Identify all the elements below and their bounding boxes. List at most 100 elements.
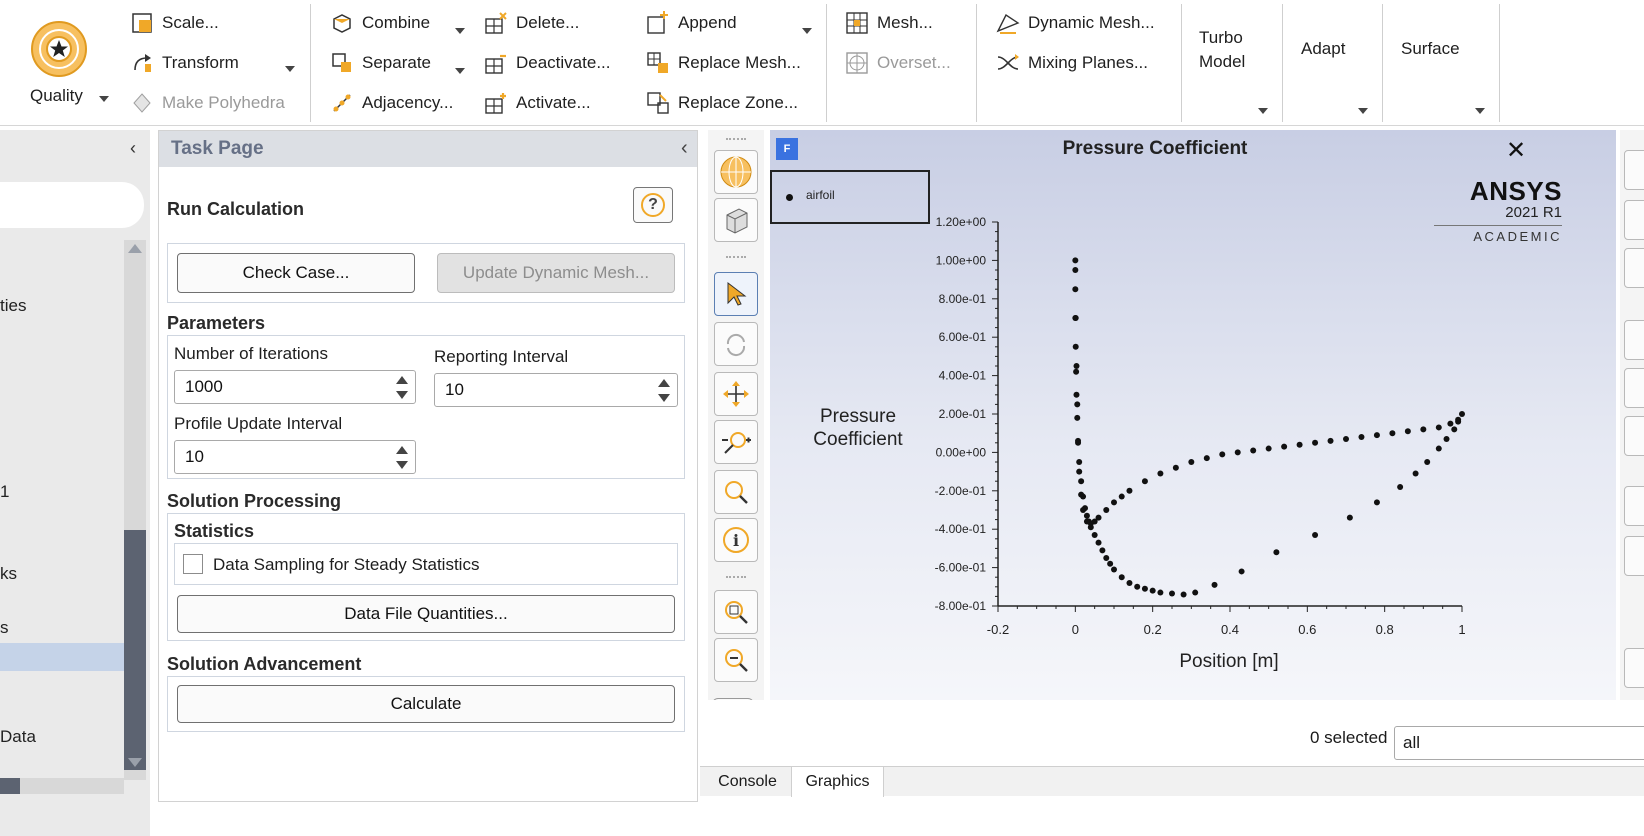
graphics-window[interactable]: F Pressure Coefficient ✕ airfoil ANSYS 2…: [770, 130, 1616, 700]
delete-label: Delete...: [516, 13, 580, 32]
horizontal-scrollbar-thumb[interactable]: [0, 778, 20, 794]
spin-down-icon[interactable]: [393, 458, 411, 472]
separate-button[interactable]: Separate: [330, 48, 431, 78]
spin-down-icon[interactable]: [655, 391, 673, 405]
select-tool-button[interactable]: [714, 272, 758, 316]
profile-update-interval-input[interactable]: [185, 447, 365, 467]
combine-label: Combine: [362, 13, 431, 32]
quality-button[interactable]: Quality: [30, 86, 83, 105]
separate-dropdown-icon[interactable]: [455, 68, 465, 74]
y-tick-label: 1.20e+00: [936, 215, 987, 229]
display-option-button[interactable]: [1624, 248, 1644, 288]
outline-search-input[interactable]: [0, 182, 144, 228]
turbo-model-dropdown-icon[interactable]: [1258, 108, 1268, 114]
y-tick-label: 1.00e+00: [936, 253, 987, 267]
collapse-task-page-icon[interactable]: ‹: [681, 137, 688, 159]
tree-item-selected[interactable]: [0, 643, 124, 671]
isometric-view-button[interactable]: [714, 198, 758, 242]
spin-up-icon[interactable]: [393, 443, 411, 457]
tree-item[interactable]: 1: [0, 482, 10, 501]
fit-to-window-button[interactable]: [714, 150, 758, 194]
pan-tool-button[interactable]: [714, 372, 758, 416]
calculate-button[interactable]: Calculate: [177, 685, 675, 723]
help-button[interactable]: ?: [633, 187, 673, 223]
display-option-button[interactable]: [1624, 320, 1644, 360]
graphics-toolbar: i ⌄: [708, 130, 764, 760]
deactivate-button[interactable]: Deactivate...: [484, 48, 611, 78]
tab-console[interactable]: Console: [704, 767, 792, 797]
mesh-button[interactable]: Mesh...: [845, 8, 933, 38]
overset-button[interactable]: Overset...: [845, 48, 951, 78]
rotate-tool-button[interactable]: [714, 322, 758, 366]
ansys-version: 2021 R1: [1505, 204, 1562, 221]
transform-dropdown-icon[interactable]: [285, 66, 295, 72]
display-option-button[interactable]: [1624, 536, 1644, 576]
data-point: [1111, 499, 1117, 506]
data-point: [1169, 590, 1175, 597]
dynamic-mesh-button[interactable]: Dynamic Mesh...: [996, 8, 1155, 38]
zoom-to-area-button[interactable]: [714, 470, 758, 514]
zoom-box-button[interactable]: [714, 590, 758, 634]
display-option-button[interactable]: [1624, 200, 1644, 240]
update-dynamic-mesh-button[interactable]: Update Dynamic Mesh...: [437, 253, 675, 293]
transform-button[interactable]: Transform: [130, 48, 239, 78]
replace-mesh-button[interactable]: Replace Mesh...: [646, 48, 801, 78]
adjacency-button[interactable]: Adjacency...: [330, 88, 453, 118]
tree-item[interactable]: Data: [0, 727, 36, 746]
data-point: [1073, 391, 1080, 398]
outline-scrollbar-thumb[interactable]: [124, 530, 146, 770]
scroll-down-icon[interactable]: [128, 758, 142, 767]
tree-item[interactable]: s: [0, 618, 9, 637]
display-option-button[interactable]: [1624, 486, 1644, 526]
collapse-outline-icon[interactable]: ‹: [130, 138, 136, 158]
chart-legend[interactable]: airfoil: [770, 170, 930, 224]
close-icon[interactable]: ✕: [1506, 137, 1527, 164]
turbo-model-button[interactable]: Turbo Model: [1199, 26, 1245, 74]
profile-update-interval-field[interactable]: [174, 440, 416, 474]
spin-up-icon[interactable]: [393, 373, 411, 387]
tree-item[interactable]: ties: [0, 296, 27, 315]
display-option-button[interactable]: [1624, 416, 1644, 456]
activate-button[interactable]: Activate...: [484, 88, 591, 118]
surface-dropdown-icon[interactable]: [1475, 108, 1485, 114]
data-point: [1074, 414, 1081, 421]
spin-down-icon[interactable]: [393, 388, 411, 402]
combine-dropdown-icon[interactable]: [455, 28, 465, 34]
spin-up-icon[interactable]: [655, 376, 673, 390]
adapt-dropdown-icon[interactable]: [1358, 108, 1368, 114]
replace-zone-label: Replace Zone...: [678, 93, 799, 112]
reporting-interval-field[interactable]: [434, 373, 678, 407]
check-case-button[interactable]: Check Case...: [177, 253, 415, 293]
replace-zone-button[interactable]: Replace Zone...: [646, 88, 798, 118]
scale-button[interactable]: Scale...: [130, 8, 219, 38]
scroll-up-icon[interactable]: [128, 244, 142, 253]
tab-graphics[interactable]: Graphics: [792, 767, 884, 797]
zoom-in-out-button[interactable]: [714, 420, 758, 464]
number-of-iterations-field[interactable]: [174, 370, 416, 404]
mixing-planes-button[interactable]: Mixing Planes...: [996, 48, 1148, 78]
append-dropdown-icon[interactable]: [802, 28, 812, 34]
x-tick-label: 1: [1458, 622, 1465, 637]
pressure-coefficient-plot[interactable]: -8.00e-01 -6.00e-01 -4.00e-01 -2.00e-01 0.00…: [770, 130, 1540, 700]
data-point: [1141, 478, 1148, 485]
delete-button[interactable]: Delete...: [484, 8, 579, 38]
data-sampling-checkbox[interactable]: [183, 554, 203, 574]
quality-dropdown-icon[interactable]: [99, 96, 109, 102]
display-option-button[interactable]: [1624, 648, 1644, 688]
data-file-quantities-button[interactable]: Data File Quantities...: [177, 595, 675, 633]
probe-button[interactable]: i: [714, 518, 758, 562]
combine-button[interactable]: Combine: [330, 8, 430, 38]
display-option-button[interactable]: [1624, 368, 1644, 408]
selection-filter-dropdown[interactable]: all: [1394, 726, 1644, 760]
outline-horizontal-scrollbar[interactable]: [0, 778, 124, 794]
display-option-button[interactable]: [1624, 150, 1644, 190]
number-of-iterations-input[interactable]: [185, 377, 365, 397]
append-button[interactable]: Append: [646, 8, 737, 38]
quality-icon[interactable]: [30, 20, 88, 78]
make-polyhedra-button[interactable]: Make Polyhedra: [130, 88, 285, 118]
reporting-interval-input[interactable]: [445, 380, 625, 400]
surface-button[interactable]: Surface: [1401, 39, 1460, 58]
zoom-out-button[interactable]: [714, 638, 758, 682]
adapt-button[interactable]: Adapt: [1301, 39, 1346, 58]
tree-item[interactable]: ks: [0, 564, 17, 583]
